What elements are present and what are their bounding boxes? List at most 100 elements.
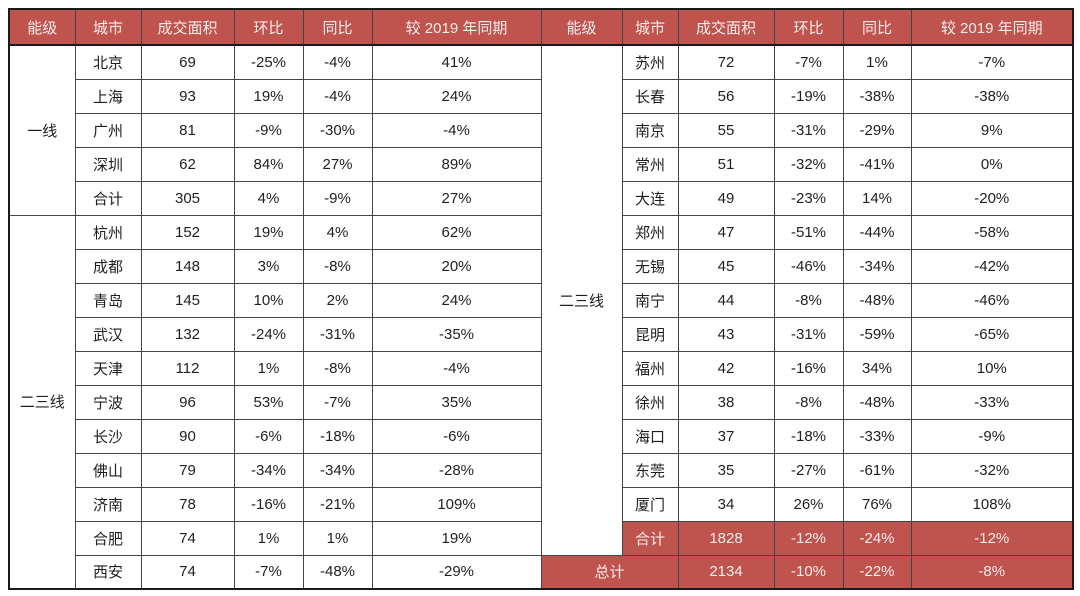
value-cell: -8% — [302, 350, 373, 386]
value-cell: 81 — [140, 112, 235, 148]
value-cell: 27% — [302, 146, 373, 182]
grand-total-value-cell: 2134 — [677, 554, 775, 590]
value-cell: 42 — [677, 350, 775, 386]
value-cell: 35 — [677, 452, 775, 488]
column-header: 同比 — [302, 8, 373, 46]
table-body: 一线 北京 69 -25% -4% 41% 二三线 苏州 72 -7% 1% -7% 上海 93 19% -4… — [8, 44, 1074, 590]
value-cell: 44 — [677, 282, 775, 318]
value-cell: -9% — [302, 180, 373, 216]
column-header: 能级 — [540, 8, 623, 46]
value-cell: -32% — [773, 146, 844, 182]
value-cell: 89% — [371, 146, 542, 182]
city-cell: 徐州 — [621, 384, 679, 420]
value-cell: 19% — [233, 78, 304, 114]
value-cell: -21% — [302, 486, 373, 522]
city-cell: 昆明 — [621, 316, 679, 352]
value-cell: -31% — [773, 316, 844, 352]
value-cell: -44% — [842, 214, 912, 250]
value-cell: 51 — [677, 146, 775, 182]
value-cell: 0% — [910, 146, 1074, 182]
subtotal-label-cell: 合计 — [621, 520, 679, 556]
grand-total-value-cell: -8% — [910, 554, 1074, 590]
value-cell: 93 — [140, 78, 235, 114]
value-cell: -34% — [302, 452, 373, 488]
value-cell: -16% — [233, 486, 304, 522]
city-cell: 成都 — [74, 248, 142, 284]
city-cell: 苏州 — [621, 44, 679, 80]
value-cell: -46% — [910, 282, 1074, 318]
table-row: 宁波 96 53% -7% 35% 徐州 38 -8% -48% -33% — [9, 384, 1074, 420]
value-cell: -38% — [910, 78, 1074, 114]
value-cell: -65% — [910, 316, 1074, 352]
value-cell: -7% — [773, 44, 844, 80]
tier-cell: 一线 — [8, 44, 76, 216]
value-cell: -30% — [302, 112, 373, 148]
table-row: 上海 93 19% -4% 24% 长春 56 -19% -38% -38% — [9, 78, 1074, 114]
value-cell: 84% — [233, 146, 304, 182]
city-cell: 合肥 — [74, 520, 142, 556]
table-header: 能级 城市 成交面积 环比 同比较 2019 年同期 能级 城市 成交面积 环比 同比较 2019… — [8, 8, 1074, 46]
city-cell: 济南 — [74, 486, 142, 522]
value-cell: 1% — [302, 520, 373, 556]
value-cell: -31% — [773, 112, 844, 148]
value-cell: -46% — [773, 248, 844, 284]
value-cell: 4% — [233, 180, 304, 216]
value-cell: -31% — [302, 316, 373, 352]
value-cell: 19% — [233, 214, 304, 250]
value-cell: -9% — [233, 112, 304, 148]
value-cell: -24% — [233, 316, 304, 352]
table-row: 深圳 62 84% 27% 89% 常州 51 -32% -41% 0% — [9, 146, 1074, 182]
value-cell: 1% — [233, 520, 304, 556]
column-header: 成交面积 — [140, 8, 235, 46]
city-cell: 宁波 — [74, 384, 142, 420]
value-cell: -33% — [842, 418, 912, 454]
column-header: 城市 — [74, 8, 142, 46]
city-cell: 南京 — [621, 112, 679, 148]
value-cell: -8% — [773, 282, 844, 318]
tier-cell: 二三线 — [8, 214, 76, 590]
column-header: 环比 — [233, 8, 304, 46]
city-transaction-table: 能级 城市 成交面积 环比 同比较 2019 年同期 能级 城市 成交面积 环比 同比较 2019… — [8, 8, 1074, 590]
value-cell: 145 — [140, 282, 235, 318]
value-cell: -29% — [842, 112, 912, 148]
value-cell: 148 — [140, 248, 235, 284]
value-cell: -18% — [302, 418, 373, 454]
value-cell: -4% — [302, 78, 373, 114]
value-cell: 27% — [371, 180, 542, 216]
value-cell: 74 — [140, 554, 235, 590]
value-cell: -4% — [371, 112, 542, 148]
city-cell: 杭州 — [74, 214, 142, 250]
value-cell: -29% — [371, 554, 542, 590]
value-cell: -48% — [842, 384, 912, 420]
header-row: 能级 城市 成交面积 环比 同比较 2019 年同期 能级 城市 成交面积 环比 同比较 2019… — [8, 8, 1074, 46]
value-cell: 37 — [677, 418, 775, 454]
city-cell: 常州 — [621, 146, 679, 182]
subtotal-value-cell: -12% — [773, 520, 844, 556]
subtotal-value-cell: 1828 — [677, 520, 775, 556]
value-cell: 74 — [140, 520, 235, 556]
value-cell: -7% — [233, 554, 304, 590]
table-row: 长沙 90 -6% -18% -6% 海口 37 -18% -33% -9% — [9, 418, 1074, 454]
city-cell: 长春 — [621, 78, 679, 114]
city-cell: 福州 — [621, 350, 679, 386]
city-cell: 东莞 — [621, 452, 679, 488]
table-row: 合肥 74 1% 1% 19% 合计 1828 -12% -24% -12% — [9, 520, 1074, 556]
value-cell: 62 — [140, 146, 235, 182]
value-cell: 69 — [140, 44, 235, 80]
value-cell: 90 — [140, 418, 235, 454]
table-row: 西安 74 -7% -48% -29% 总计 2134 -10% -22% -8% — [9, 554, 1074, 590]
value-cell: -7% — [302, 384, 373, 420]
city-cell: 天津 — [74, 350, 142, 386]
value-cell: 112 — [140, 350, 235, 386]
value-cell: 132 — [140, 316, 235, 352]
column-header: 较 2019 年同期 — [371, 8, 542, 46]
column-header: 同比 — [842, 8, 912, 46]
value-cell: 2% — [302, 282, 373, 318]
value-cell: 45 — [677, 248, 775, 284]
value-cell: -48% — [842, 282, 912, 318]
value-cell: 4% — [302, 214, 373, 250]
value-cell: 47 — [677, 214, 775, 250]
value-cell: 41% — [371, 44, 542, 80]
value-cell: 9% — [910, 112, 1074, 148]
